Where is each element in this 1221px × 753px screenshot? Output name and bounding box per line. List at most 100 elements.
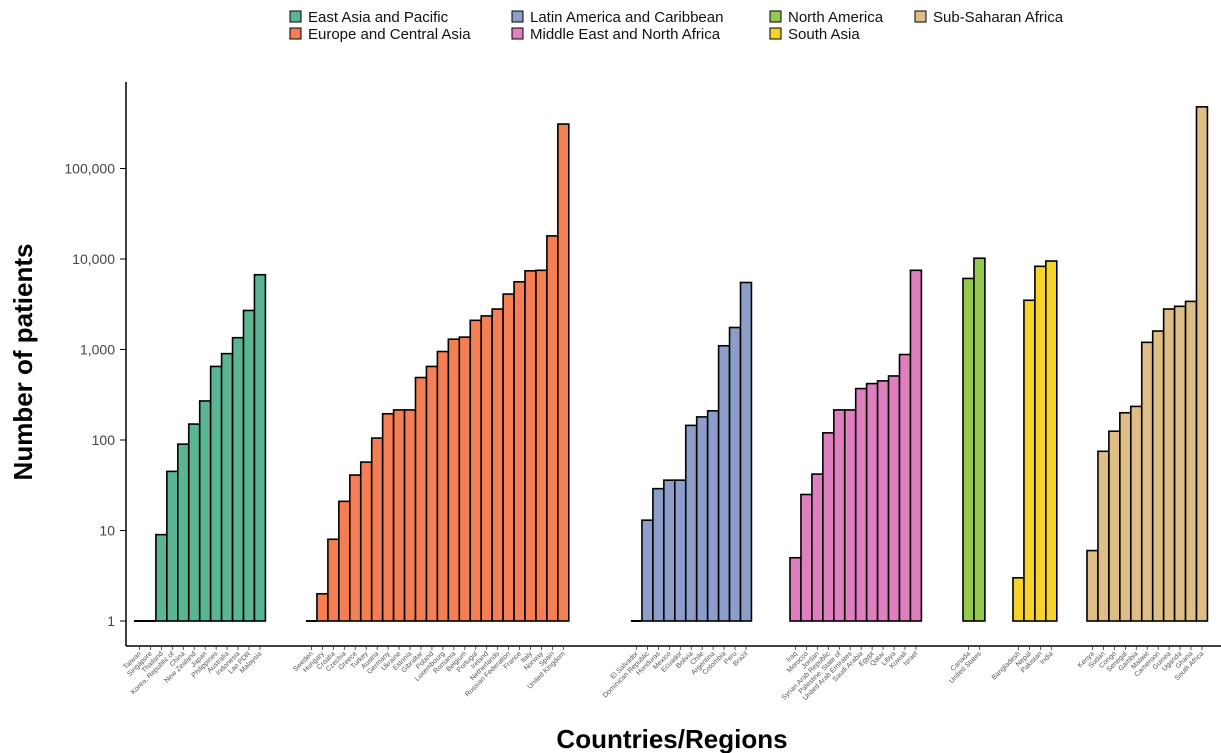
bar — [641, 519, 654, 622]
y-tick-label: 100,000 — [64, 161, 115, 177]
bar — [652, 487, 665, 622]
bar — [480, 315, 493, 622]
series-middle-east-and-north-africa — [789, 269, 923, 622]
bar — [231, 336, 245, 622]
bar — [1151, 330, 1165, 622]
bar — [832, 409, 846, 622]
bar — [1130, 405, 1143, 622]
series-sub-saharan-africa — [1086, 106, 1209, 622]
bar — [1034, 265, 1047, 622]
series-north-america — [962, 257, 986, 622]
bar — [491, 308, 504, 622]
y-tick-label: 100 — [92, 432, 116, 448]
y-axis: 1 10 100 1,000 10,000 100,000 — [64, 82, 127, 646]
bar — [166, 470, 179, 622]
bar — [962, 277, 975, 622]
bar — [1086, 549, 1099, 622]
bar — [865, 382, 879, 622]
bar — [381, 412, 395, 622]
y-tick-label: 1,000 — [80, 342, 115, 358]
bar — [316, 592, 329, 622]
legend-swatch — [289, 27, 302, 40]
bar — [706, 410, 720, 622]
bar — [811, 473, 824, 622]
bar — [327, 538, 340, 622]
legend-swatch — [511, 27, 524, 40]
bar — [436, 350, 450, 622]
y-tick-label: 10 — [99, 523, 115, 539]
bar — [187, 423, 201, 622]
bar — [425, 365, 439, 622]
legend-label: Middle East and North Africa — [530, 26, 721, 43]
bar — [209, 365, 223, 622]
bar — [513, 280, 526, 622]
bar — [348, 474, 362, 622]
bar — [220, 352, 234, 622]
bar — [338, 500, 351, 622]
bar — [370, 437, 384, 622]
bar — [717, 344, 731, 622]
bar — [1173, 305, 1187, 622]
legend-label: Sub-Saharan Africa — [933, 9, 1064, 26]
bar — [1184, 300, 1198, 622]
y-tick-label: 1 — [107, 613, 115, 629]
bar — [1195, 106, 1209, 622]
bar — [854, 387, 868, 622]
bar — [535, 269, 548, 622]
bar — [728, 326, 742, 622]
bar — [789, 556, 802, 622]
legend-swatch — [289, 10, 302, 23]
legend-label: North America — [788, 9, 884, 26]
bar — [524, 270, 537, 622]
bar — [557, 123, 570, 622]
bar — [909, 269, 923, 622]
bar — [822, 432, 835, 622]
bar — [1023, 299, 1036, 622]
bar — [1140, 341, 1154, 622]
bar — [739, 281, 753, 622]
plot-area — [134, 106, 1209, 622]
legend-label: South Asia — [788, 26, 860, 43]
bar — [447, 338, 461, 622]
bar — [1045, 260, 1058, 622]
bar — [1108, 430, 1121, 622]
bar — [1119, 411, 1132, 622]
bar — [887, 375, 901, 622]
series-latin-america-and-caribbean — [631, 281, 753, 622]
bar — [155, 533, 168, 622]
legend-label: Latin America and Caribbean — [530, 9, 723, 26]
legend-label: Europe and Central Asia — [308, 26, 471, 43]
bar — [843, 409, 857, 622]
series-south-asia — [1012, 260, 1058, 622]
legend-swatch — [769, 27, 782, 40]
bar — [800, 493, 813, 622]
bar — [198, 400, 212, 622]
bar — [663, 479, 676, 622]
bar — [177, 443, 190, 622]
bar — [359, 461, 373, 622]
bar — [403, 409, 417, 622]
legend-label: East Asia and Pacific — [308, 9, 449, 26]
bar — [973, 257, 986, 622]
bar — [414, 376, 428, 622]
legend-swatch — [511, 10, 524, 23]
bar — [684, 424, 698, 622]
series-europe-and-central-asia — [306, 123, 570, 622]
bar — [673, 479, 687, 622]
bar — [253, 273, 267, 622]
x-tick-label: India — [1039, 650, 1055, 666]
legend-swatch — [769, 10, 782, 23]
series-east-asia-and-pacific — [134, 273, 267, 622]
y-axis-title: Number of patients — [8, 244, 38, 481]
bar — [876, 380, 890, 622]
y-tick-label: 10,000 — [72, 251, 115, 267]
bar — [502, 293, 515, 622]
bar — [1097, 450, 1110, 622]
legend-swatch — [914, 10, 927, 23]
bar — [392, 409, 406, 622]
bar — [242, 309, 256, 622]
bar — [898, 353, 912, 622]
bar — [1012, 577, 1025, 622]
